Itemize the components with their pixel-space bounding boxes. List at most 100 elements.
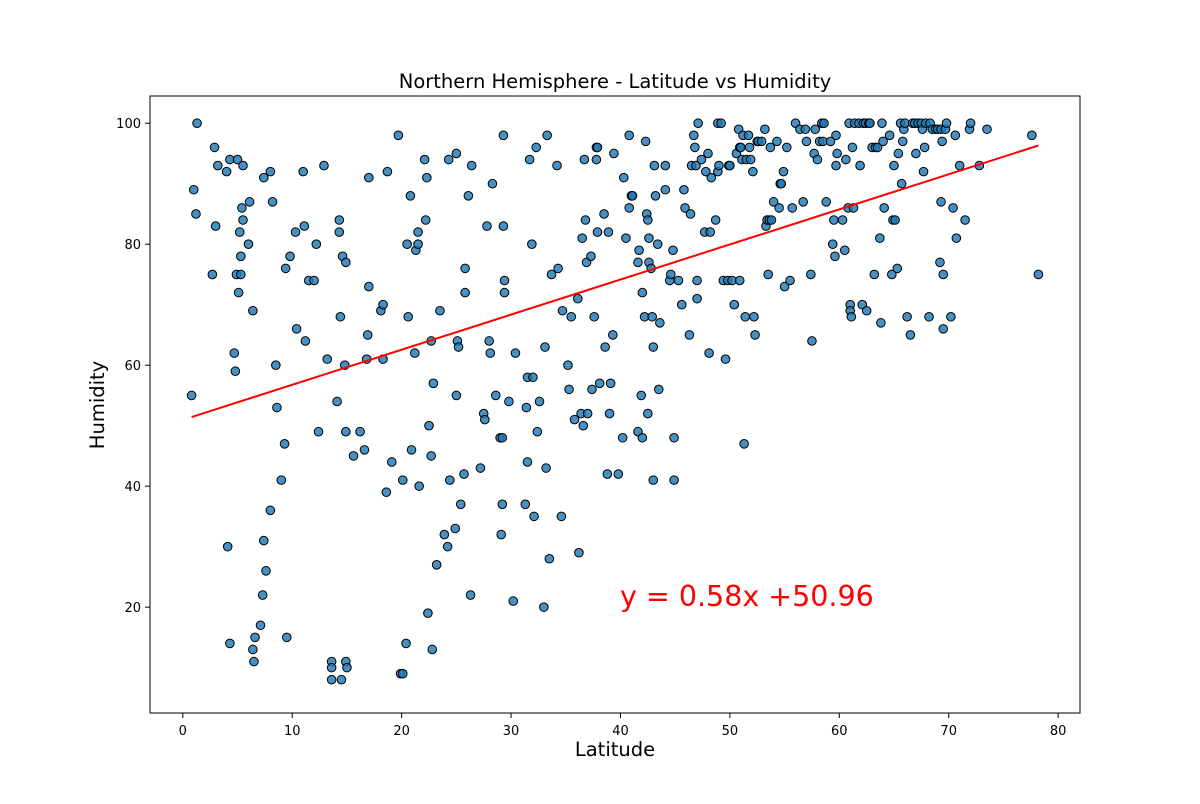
data-point — [527, 239, 537, 250]
data-point — [652, 239, 663, 250]
data-point — [830, 251, 840, 262]
data-point — [592, 142, 603, 153]
data-point — [453, 342, 464, 352]
data-point — [872, 142, 883, 153]
data-point — [532, 426, 543, 437]
data-point — [633, 257, 643, 268]
data-point — [336, 674, 347, 685]
data-point — [609, 148, 619, 159]
data-point — [591, 154, 602, 165]
data-point — [624, 203, 635, 213]
data-point — [841, 154, 851, 165]
data-point — [655, 318, 665, 328]
data-point — [542, 130, 552, 141]
data-point — [186, 390, 197, 401]
data-point — [765, 142, 776, 153]
data-point — [736, 142, 746, 153]
data-point — [692, 275, 702, 286]
data-point — [534, 396, 545, 407]
data-point — [553, 263, 563, 274]
data-point — [238, 160, 248, 171]
data-point — [265, 166, 276, 177]
data-point — [660, 184, 671, 195]
x-tick-label: 10 — [284, 724, 301, 739]
data-point — [401, 638, 411, 649]
data-point — [948, 203, 958, 213]
data-point — [257, 590, 268, 600]
data-point — [556, 511, 567, 522]
data-point — [861, 305, 872, 316]
data-point — [229, 348, 240, 358]
data-point — [938, 269, 949, 280]
data-point — [480, 414, 490, 425]
data-point — [580, 215, 591, 225]
data-point — [710, 215, 721, 225]
data-point — [744, 142, 755, 153]
data-point — [579, 154, 590, 165]
data-point — [459, 469, 469, 479]
data-point — [563, 360, 573, 370]
data-point — [188, 184, 199, 195]
regression-line — [191, 144, 1039, 419]
x-tick-label: 50 — [722, 724, 739, 739]
data-point — [499, 287, 510, 298]
data-point — [640, 136, 651, 147]
data-point — [569, 414, 580, 425]
data-point — [582, 408, 593, 419]
data-point — [960, 215, 970, 225]
data-point — [1033, 269, 1044, 280]
data-point — [221, 166, 232, 177]
data-point — [414, 481, 424, 491]
data-point — [405, 191, 416, 201]
data-point — [232, 154, 243, 165]
data-point — [522, 457, 533, 467]
data-point — [690, 142, 700, 153]
data-point — [812, 154, 823, 165]
data-point — [801, 136, 812, 147]
data-point — [222, 541, 233, 552]
data-point — [608, 330, 618, 340]
data-point — [982, 124, 992, 135]
data-point — [594, 378, 605, 389]
data-point — [341, 257, 351, 268]
data-point — [524, 154, 535, 165]
data-point — [839, 245, 850, 256]
data-point — [892, 263, 903, 274]
data-point — [693, 118, 703, 129]
data-point — [244, 197, 255, 207]
data-point — [546, 269, 557, 280]
y-tick-label: 80 — [124, 238, 141, 253]
data-point — [279, 439, 290, 449]
data-point — [774, 203, 784, 213]
data-point — [865, 118, 875, 129]
data-point — [950, 130, 961, 141]
data-point — [673, 275, 684, 286]
data-point — [552, 160, 562, 171]
x-tick-label: 0 — [179, 724, 187, 739]
data-point — [676, 299, 687, 310]
data-point — [766, 215, 777, 225]
data-point — [648, 475, 659, 485]
data-point — [734, 275, 745, 286]
data-point — [937, 136, 947, 147]
data-point — [763, 269, 773, 280]
data-point — [298, 166, 308, 177]
data-point — [684, 330, 695, 340]
data-point — [825, 136, 836, 147]
data-point — [403, 311, 414, 322]
data-point — [669, 475, 679, 485]
data-point — [544, 553, 555, 564]
data-point — [272, 402, 282, 413]
data-point — [574, 547, 584, 558]
data-point — [772, 136, 782, 147]
data-point — [887, 269, 897, 280]
data-point — [965, 118, 976, 129]
data-point — [424, 420, 434, 431]
data-point — [243, 239, 254, 250]
data-point — [602, 469, 613, 479]
data-point — [831, 130, 841, 141]
data-point — [387, 457, 397, 467]
data-point — [603, 227, 614, 237]
data-point — [419, 154, 430, 165]
